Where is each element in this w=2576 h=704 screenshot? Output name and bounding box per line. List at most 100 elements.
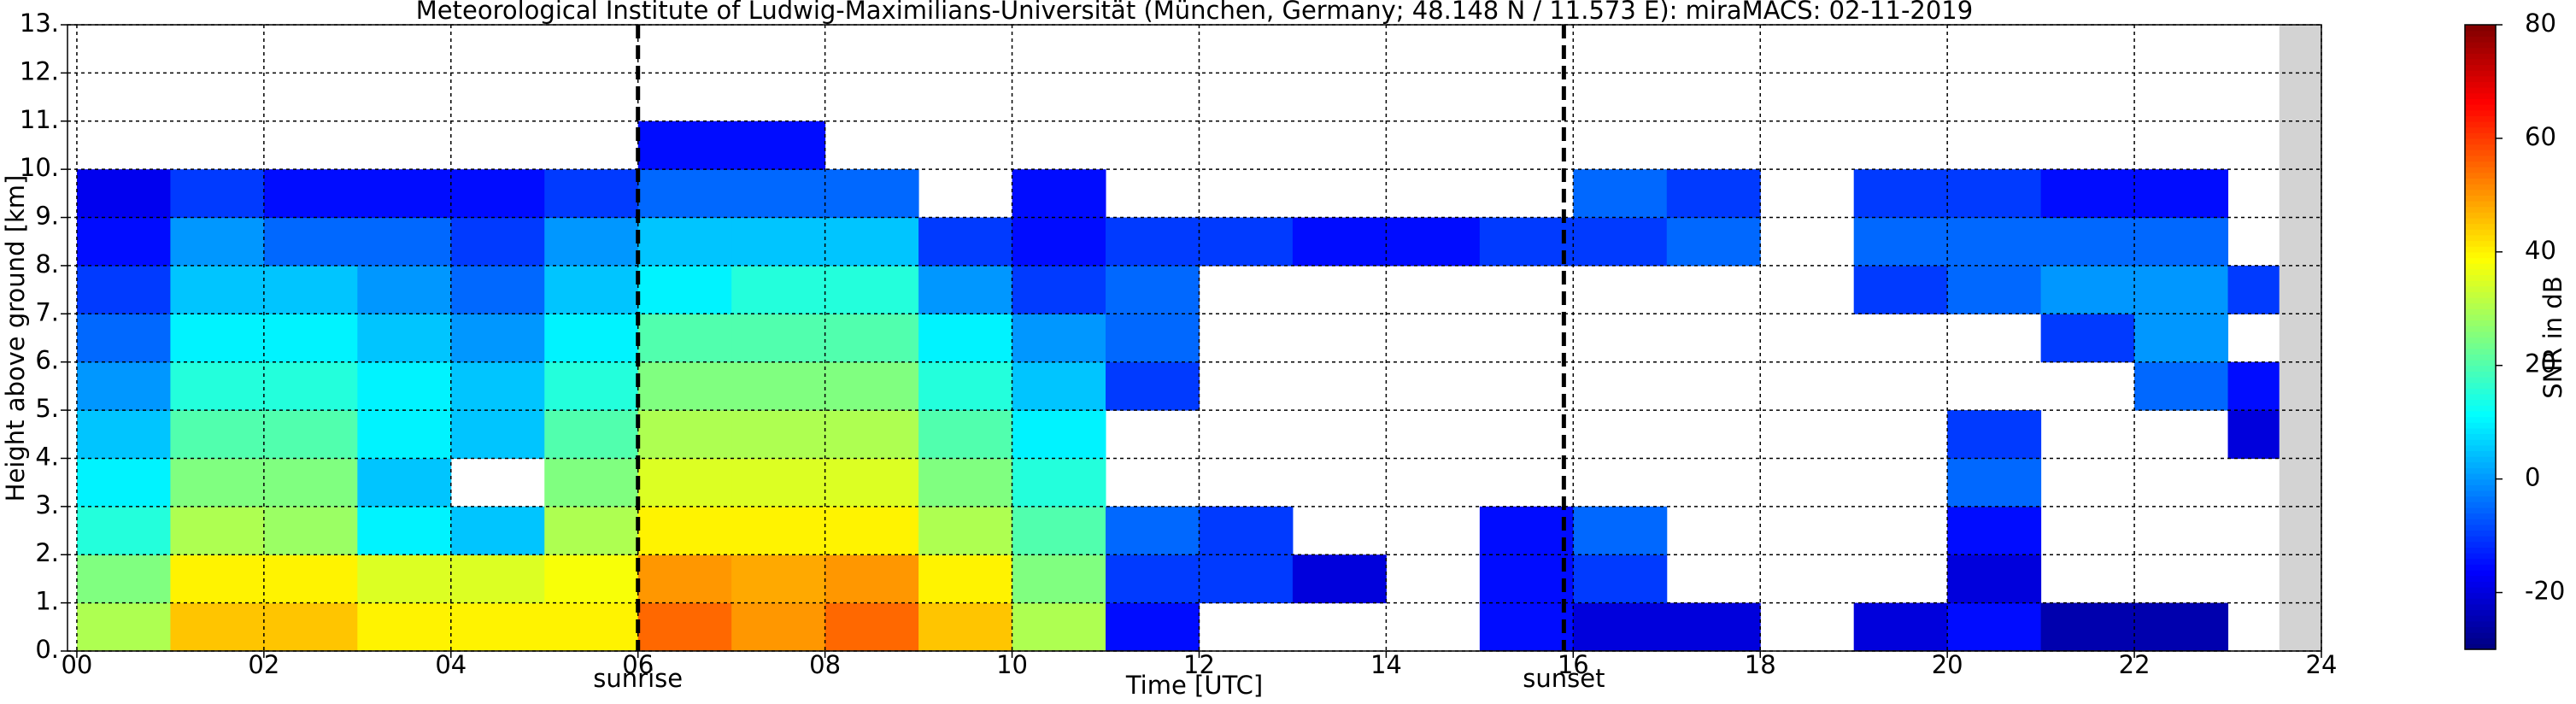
colorbar-segment: [2465, 115, 2496, 122]
heat-cell: [637, 554, 732, 604]
heat-cell: [170, 361, 265, 411]
colorbar-segment: [2465, 30, 2496, 37]
colorbar-segment: [2465, 547, 2496, 554]
heat-cell: [357, 169, 452, 219]
colorbar-segment: [2465, 257, 2496, 264]
colorbar-tick-label: 20: [2525, 349, 2556, 378]
heat-cell: [357, 314, 452, 363]
colorbar-segment: [2465, 331, 2496, 338]
heat-cell: [170, 265, 265, 314]
x-tick-label: 04: [435, 650, 466, 679]
heat-cell: [263, 217, 358, 267]
heat-cell: [731, 314, 826, 363]
heat-cell: [263, 506, 358, 555]
colorbar-segment: [2465, 399, 2496, 406]
heat-cell: [918, 410, 1013, 459]
colorbar-segment: [2465, 496, 2496, 502]
colorbar-segment: [2465, 365, 2496, 372]
colorbar-segment: [2465, 360, 2496, 367]
colorbar-tick-label: 60: [2525, 122, 2556, 151]
y-tick-label: 2.: [35, 538, 59, 567]
heat-cell: [1947, 410, 2042, 459]
colorbar-segment: [2465, 388, 2496, 395]
colorbar-segment: [2465, 229, 2496, 236]
x-tick-label: 02: [248, 650, 279, 679]
y-tick-label: 1.: [35, 587, 59, 616]
colorbar-segment: [2465, 405, 2496, 412]
heat-cell: [1573, 602, 1668, 652]
heat-cell: [1386, 217, 1481, 267]
colorbar-segment: [2465, 223, 2496, 230]
heat-cell: [450, 217, 545, 267]
heat-cell: [357, 265, 452, 314]
heat-cell: [1573, 506, 1668, 555]
heat-cell: [1292, 554, 1387, 604]
annotation-label: sunrise: [593, 664, 683, 693]
y-tick-label: 12.: [20, 56, 59, 85]
heat-cell: [1666, 602, 1761, 652]
colorbar-segment: [2465, 524, 2496, 531]
heat-cell: [263, 169, 358, 219]
colorbar-segment: [2465, 81, 2496, 88]
colorbar-segment: [2465, 337, 2496, 343]
colorbar-segment: [2465, 553, 2496, 560]
heat-cell: [1012, 314, 1106, 363]
heat-cell: [918, 458, 1013, 507]
heat-cell: [824, 458, 919, 507]
heat-cell: [76, 554, 171, 604]
heat-cell: [2040, 314, 2135, 363]
colorbar-segment: [2465, 274, 2496, 281]
heat-cell: [637, 120, 732, 170]
heat-cell: [263, 602, 358, 652]
heat-cell: [1479, 554, 1574, 604]
heat-cell: [1947, 458, 2042, 507]
x-tick-label: 16: [1558, 650, 1589, 679]
heat-cell: [170, 554, 265, 604]
heat-cell: [76, 265, 171, 314]
heat-cell: [637, 314, 732, 363]
heat-cell: [1853, 602, 1948, 652]
colorbar-segment: [2465, 519, 2496, 525]
colorbar-segment: [2465, 377, 2496, 384]
y-tick-label: 4.: [35, 442, 59, 471]
y-tick-label: 13.: [20, 9, 59, 38]
colorbar-segment: [2465, 150, 2496, 156]
colorbar-segment: [2465, 416, 2496, 423]
colorbar-segment: [2465, 314, 2496, 321]
y-tick-label: 0.: [35, 635, 59, 664]
colorbar-segment: [2465, 92, 2496, 99]
colorbar-segment: [2465, 609, 2496, 616]
x-tick-label: 24: [2306, 650, 2338, 679]
heat-cell: [2134, 169, 2229, 219]
colorbar-segment: [2465, 212, 2496, 219]
heat-cell: [1853, 169, 1948, 219]
heat-cell: [544, 265, 639, 314]
colorbar-segment: [2465, 251, 2496, 259]
heat-cell: [637, 361, 732, 411]
heat-cell: [1199, 554, 1294, 604]
colorbar-segment: [2465, 484, 2496, 491]
x-axis-label: Time [UTC]: [1125, 671, 1263, 700]
colorbar-segment: [2465, 626, 2496, 633]
heat-cell: [1012, 410, 1106, 459]
heat-cell: [1947, 265, 2042, 314]
colorbar-segment: [2465, 178, 2496, 185]
heat-cell: [731, 602, 826, 652]
heat-cell: [263, 314, 358, 363]
heat-cell: [731, 217, 826, 267]
heat-cell: [637, 602, 732, 652]
colorbar-segment: [2465, 268, 2496, 275]
heat-cell: [357, 361, 452, 411]
heat-cell: [1012, 169, 1106, 219]
heat-cell: [1012, 217, 1106, 267]
heat-cell: [1106, 361, 1200, 411]
colorbar-segment: [2465, 507, 2496, 514]
heat-cell: [357, 217, 452, 267]
colorbar-segment: [2465, 25, 2496, 32]
colorbar-segment: [2465, 541, 2496, 548]
colorbar-segment: [2465, 58, 2496, 66]
colorbar-segment: [2465, 161, 2496, 167]
colorbar-segment: [2465, 422, 2496, 429]
colorbar-segment: [2465, 444, 2496, 452]
